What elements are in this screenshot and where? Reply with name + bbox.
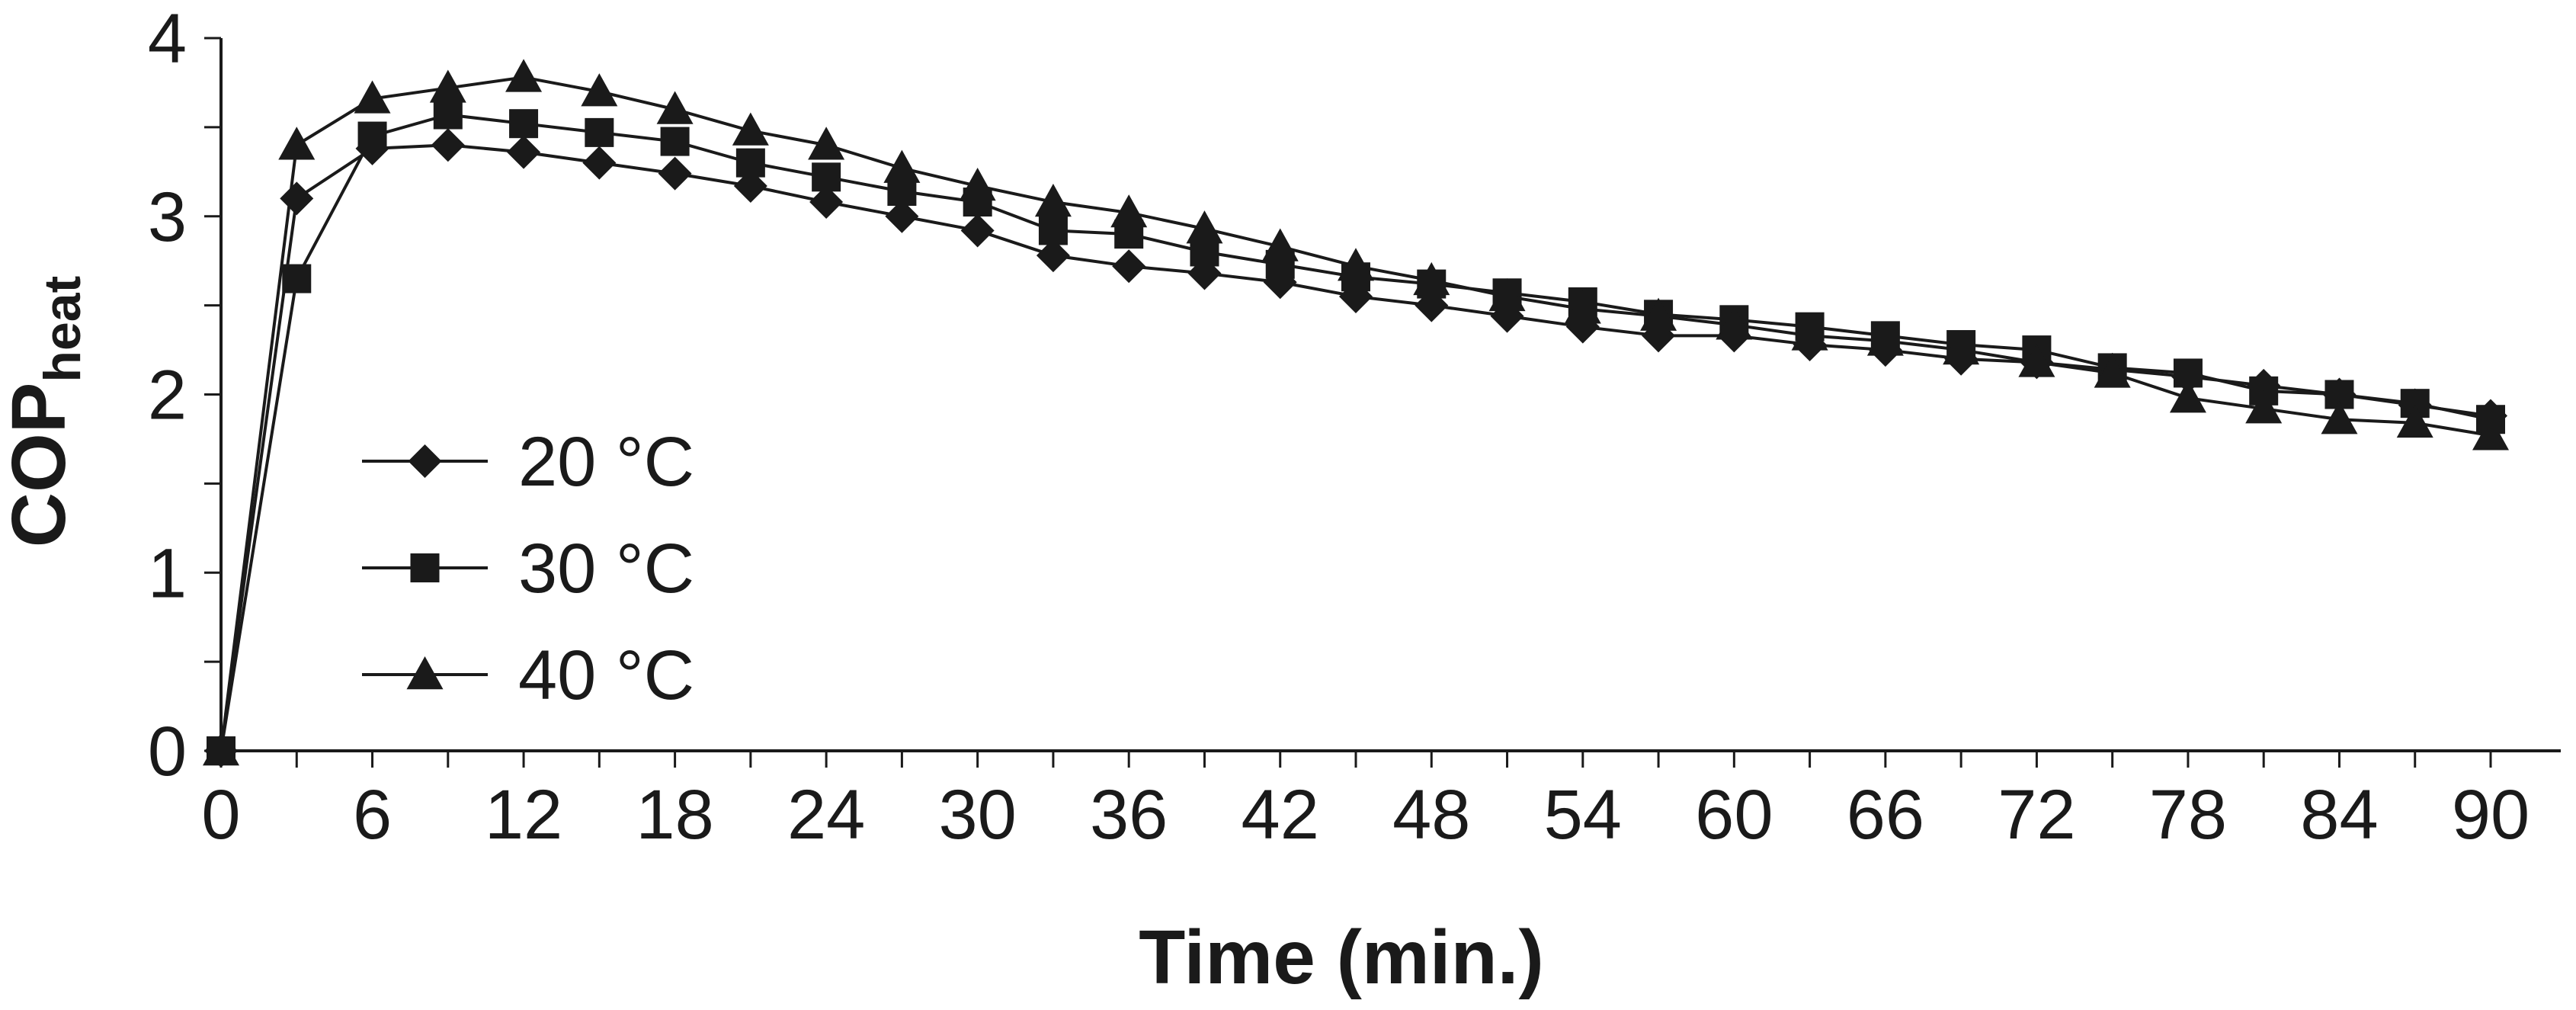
legend-marker [406, 656, 444, 690]
y-tick-label: 4 [148, 0, 187, 78]
legend-marker [410, 553, 440, 582]
series-1-point [582, 146, 617, 180]
series-3-point [656, 91, 694, 124]
series-3-point [1110, 194, 1148, 228]
series-3-point [2396, 404, 2433, 438]
series-3-point [505, 59, 543, 92]
x-tick-label: 84 [2300, 776, 2378, 854]
series-3-point [1413, 261, 1450, 296]
series-2-point [735, 148, 765, 178]
series-1-point [1112, 249, 1146, 284]
x-tick-label: 6 [353, 776, 392, 854]
series-3-point [1791, 317, 1828, 351]
series-3-point [883, 149, 921, 183]
series-2-point [585, 117, 614, 147]
axis-titles: Time (min.) COPheat [0, 276, 1544, 1000]
legend-item-2: 30 °C [362, 530, 694, 608]
y-axis-title-subscript: heat [34, 276, 91, 383]
series-3 [203, 59, 2509, 766]
series-layer [203, 59, 2509, 768]
series-2-point [812, 162, 841, 192]
series-3-point [2169, 380, 2206, 413]
series-3-point [2472, 417, 2509, 450]
series-1-point [960, 213, 995, 248]
y-tick-label: 0 [148, 713, 187, 790]
x-tick-label: 18 [636, 776, 713, 854]
x-tick-label: 12 [485, 776, 562, 854]
legend-label: 20 °C [518, 423, 694, 501]
series-3-point [1338, 248, 1374, 281]
y-axis-title-main: COP [0, 383, 82, 548]
x-tick-label: 0 [201, 776, 240, 854]
series-3-point [581, 73, 618, 107]
series-3-point [2018, 344, 2055, 377]
x-tick-label: 42 [1242, 776, 1319, 854]
legend-marker [408, 444, 442, 478]
x-tick-label: 90 [2452, 776, 2530, 854]
x-tick-label: 30 [938, 776, 1016, 854]
series-1-point [1036, 239, 1070, 273]
series-2-point [357, 121, 387, 151]
x-tick-label: 48 [1392, 776, 1470, 854]
series-2-point [509, 109, 539, 139]
legend: 20 °C 30 °C 40 °C [362, 423, 694, 714]
series-2-point [282, 264, 312, 293]
x-tick-label: 66 [1847, 776, 1924, 854]
series-1-point [280, 181, 314, 216]
series-3-point [2321, 401, 2358, 434]
legend-label: 30 °C [518, 530, 694, 608]
series-1-point [885, 199, 919, 233]
x-axis-title: Time (min.) [1139, 915, 1544, 1000]
series-3-point [203, 733, 239, 766]
series-3-point [354, 80, 391, 114]
series-3-point [2094, 354, 2131, 388]
series-1-point [431, 128, 465, 162]
series-3-point [2245, 390, 2283, 424]
legend-item-1: 20 °C [362, 423, 694, 501]
series-2-point [1038, 216, 1068, 245]
series-2-point [433, 100, 463, 130]
series-3-point [1640, 297, 1677, 331]
series-1-point [507, 135, 541, 169]
y-axis-title: COPheat [0, 276, 91, 548]
legend-item-3: 40 °C [362, 636, 694, 714]
series-1-point [809, 185, 844, 220]
series-3-point [1186, 210, 1223, 244]
series-3-point [1034, 184, 1072, 217]
series-3-point [732, 112, 769, 146]
x-tick-label: 72 [1998, 776, 2075, 854]
legend-label: 40 °C [518, 636, 694, 714]
x-tick-label: 54 [1544, 776, 1622, 854]
x-tick-label: 36 [1090, 776, 1168, 854]
x-tick-label: 24 [787, 776, 865, 854]
y-tick-label: 2 [148, 357, 187, 434]
y-tick-label: 1 [148, 534, 187, 612]
series-3-point [808, 127, 845, 160]
x-tick-label: 60 [1695, 776, 1773, 854]
series-3-point [1943, 332, 1980, 365]
series-3-point [1866, 322, 1904, 356]
y-tick-label: 3 [148, 178, 187, 256]
series-2-point [660, 127, 690, 156]
series-3-point [278, 127, 316, 160]
series-3-point [959, 168, 996, 201]
series-1-point [658, 156, 692, 191]
series-3-point [1488, 277, 1526, 312]
series-3-point [1716, 306, 1753, 340]
series-3-point [429, 69, 466, 103]
series-1-point [733, 169, 767, 204]
series-3-point [1261, 228, 1299, 261]
x-tick-label: 78 [2149, 776, 2227, 854]
series-3-point [1564, 290, 1601, 324]
